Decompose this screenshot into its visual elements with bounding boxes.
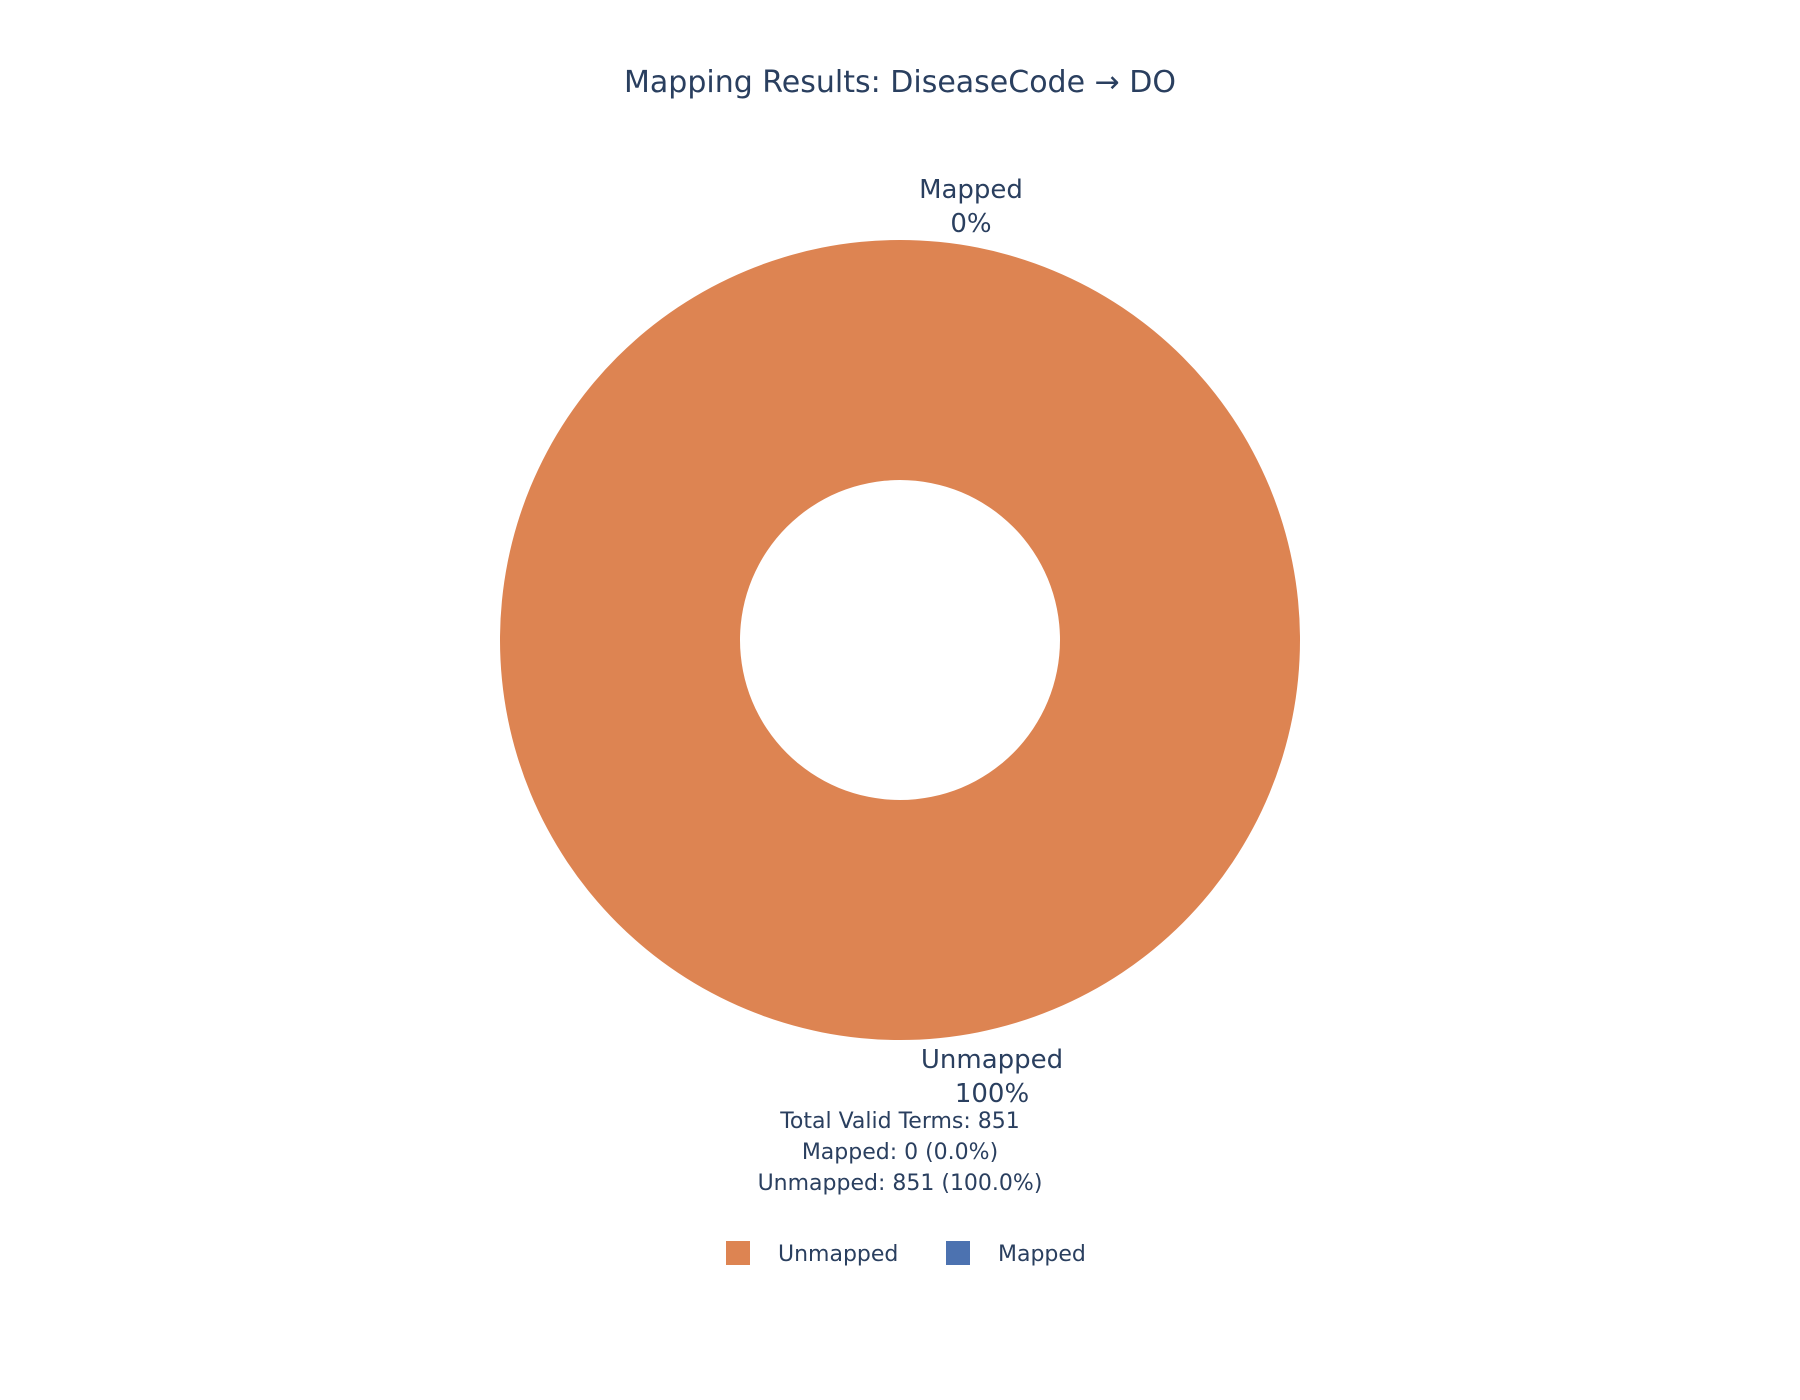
slice-unmapped[interactable] [500,240,1300,1040]
summary-total: Total Valid Terms: 851 [779,1109,1020,1134]
slice-label-mapped-name: Mapped [919,175,1023,205]
summary-unmapped: Unmapped: 851 (100.0%) [758,1171,1043,1196]
summary-mapped: Mapped: 0 (0.0%) [802,1140,998,1165]
chart-title: Mapping Results: DiseaseCode → DO [624,65,1176,100]
legend-label-unmapped: Unmapped [778,1242,898,1267]
legend-label-mapped: Mapped [998,1242,1086,1267]
donut-slices [500,240,1300,1040]
slice-label-mapped-percent: 0% [950,209,991,239]
legend: Unmapped Mapped [726,1241,1086,1267]
legend-item-mapped[interactable]: Mapped [946,1241,1086,1267]
slice-label-unmapped-percent: 100% [955,1079,1029,1109]
legend-swatch-unmapped [726,1241,750,1265]
legend-item-unmapped[interactable]: Unmapped [726,1241,898,1267]
legend-swatch-mapped [946,1241,970,1265]
slice-label-unmapped-name: Unmapped [921,1045,1063,1075]
